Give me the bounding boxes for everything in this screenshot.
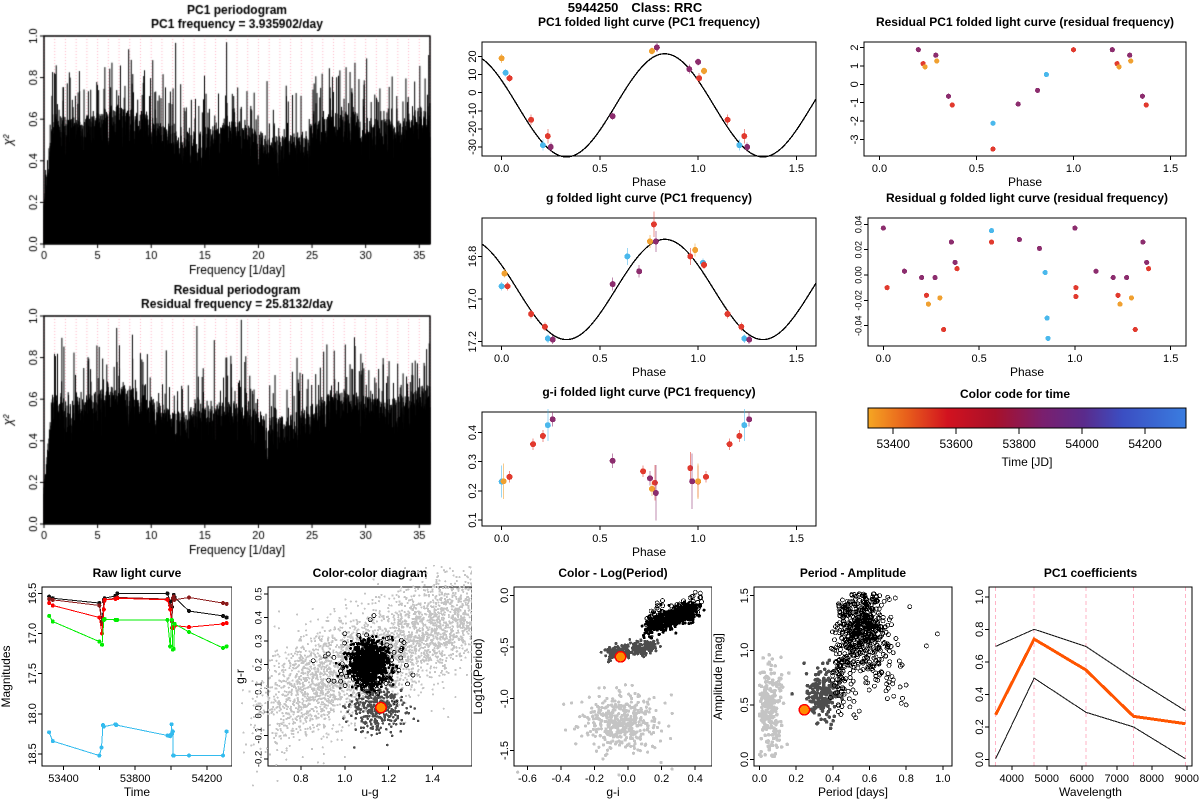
svg-text:1.0: 1.0 xyxy=(1067,353,1082,365)
svg-text:Magnitudes: Magnitudes xyxy=(0,645,13,707)
svg-text:0.3: 0.3 xyxy=(467,454,479,469)
svg-text:1.0: 1.0 xyxy=(690,353,705,365)
svg-text:17.2: 17.2 xyxy=(467,331,479,352)
svg-text:53400: 53400 xyxy=(877,437,911,451)
svg-text:0.02: 0.02 xyxy=(853,241,863,259)
svg-text:u-g: u-g xyxy=(361,785,378,799)
svg-text:-0.02: -0.02 xyxy=(853,290,863,311)
svg-text:1.4: 1.4 xyxy=(425,773,440,785)
svg-text:53400: 53400 xyxy=(48,773,79,785)
svg-text:0.0: 0.0 xyxy=(876,353,891,365)
svg-text:-0.2: -0.2 xyxy=(254,751,265,767)
svg-text:Raw light curve: Raw light curve xyxy=(93,566,182,580)
svg-text:Residual g folded light curve: Residual g folded light curve (residual … xyxy=(886,191,1168,205)
svg-text:1: 1 xyxy=(849,63,861,69)
svg-text:Phase: Phase xyxy=(632,175,666,189)
svg-text:0.0: 0.0 xyxy=(494,163,509,175)
svg-text:16.5: 16.5 xyxy=(27,583,39,604)
svg-text:0.04: 0.04 xyxy=(853,216,863,234)
svg-text:0.1: 0.1 xyxy=(467,513,479,528)
svg-text:0.5: 0.5 xyxy=(592,163,607,175)
svg-text:0.3: 0.3 xyxy=(254,635,265,648)
svg-text:1.5: 1.5 xyxy=(789,353,804,365)
svg-text:g folded light curve (PC1 freq: g folded light curve (PC1 frequency) xyxy=(546,191,752,205)
svg-text:Phase: Phase xyxy=(1010,365,1044,379)
svg-text:0.8: 0.8 xyxy=(293,773,308,785)
svg-text:53800: 53800 xyxy=(1002,437,1036,451)
svg-text:0.5: 0.5 xyxy=(969,163,984,175)
svg-text:54200: 54200 xyxy=(1128,437,1162,451)
svg-text:-1: -1 xyxy=(849,98,861,108)
svg-text:Color-color diagram: Color-color diagram xyxy=(313,566,428,580)
svg-text:1.5: 1.5 xyxy=(1163,163,1178,175)
svg-text:0: 0 xyxy=(467,90,479,96)
svg-text:1.5: 1.5 xyxy=(789,163,804,175)
svg-text:g-r: g-r xyxy=(233,669,247,684)
svg-text:20: 20 xyxy=(467,50,479,62)
svg-text:0: 0 xyxy=(849,81,861,87)
svg-text:Time: Time xyxy=(124,785,151,799)
svg-text:1.0: 1.0 xyxy=(690,533,705,545)
svg-text:0.0: 0.0 xyxy=(494,533,509,545)
svg-text:16.8: 16.8 xyxy=(467,246,479,267)
svg-text:18.0: 18.0 xyxy=(27,703,39,724)
svg-text:-0.04: -0.04 xyxy=(853,315,863,336)
svg-text:0.0: 0.0 xyxy=(494,353,509,365)
svg-text:17.0: 17.0 xyxy=(467,288,479,309)
svg-text:0.5: 0.5 xyxy=(971,353,986,365)
svg-text:-10: -10 xyxy=(467,103,479,119)
svg-text:-20: -20 xyxy=(467,121,479,137)
svg-text:1.2: 1.2 xyxy=(381,773,396,785)
svg-text:1.5: 1.5 xyxy=(789,533,804,545)
svg-text:Time [JD]: Time [JD] xyxy=(1002,455,1053,469)
svg-text:10: 10 xyxy=(467,68,479,80)
svg-text:PC1 folded light curve (PC1 fr: PC1 folded light curve (PC1 frequency) xyxy=(538,15,760,29)
svg-text:1.0: 1.0 xyxy=(1066,163,1081,175)
svg-text:0.0: 0.0 xyxy=(872,163,887,175)
svg-text:1.0: 1.0 xyxy=(337,773,352,785)
svg-text:53600: 53600 xyxy=(939,437,973,451)
svg-text:0.2: 0.2 xyxy=(254,658,265,671)
svg-text:0.4: 0.4 xyxy=(254,611,265,624)
svg-text:g-i folded light curve (PC1 fr: g-i folded light curve (PC1 frequency) xyxy=(542,385,755,399)
svg-text:-3: -3 xyxy=(849,135,861,145)
svg-text:Residual PC1 folded light curv: Residual PC1 folded light curve (residua… xyxy=(876,15,1174,29)
svg-text:53800: 53800 xyxy=(120,773,151,785)
svg-text:Phase: Phase xyxy=(1008,175,1042,189)
svg-text:18.5: 18.5 xyxy=(27,743,39,764)
svg-text:54200: 54200 xyxy=(192,773,223,785)
svg-text:0.5: 0.5 xyxy=(254,587,265,600)
svg-text:0.5: 0.5 xyxy=(592,533,607,545)
svg-text:Phase: Phase xyxy=(632,365,666,379)
svg-text:17.0: 17.0 xyxy=(27,623,39,644)
svg-text:0.4: 0.4 xyxy=(467,425,479,440)
svg-text:-30: -30 xyxy=(467,139,479,155)
svg-text:54000: 54000 xyxy=(1065,437,1099,451)
svg-text:2: 2 xyxy=(849,44,861,50)
svg-text:Phase: Phase xyxy=(632,545,666,559)
svg-text:1.0: 1.0 xyxy=(690,163,705,175)
svg-text:1.5: 1.5 xyxy=(1163,353,1178,365)
svg-text:17.5: 17.5 xyxy=(27,663,39,684)
svg-text:0.5: 0.5 xyxy=(592,353,607,365)
svg-text:Color code for time: Color code for time xyxy=(960,387,1070,401)
svg-text:-2: -2 xyxy=(849,116,861,126)
svg-text:0.2: 0.2 xyxy=(467,483,479,498)
svg-text:0.00: 0.00 xyxy=(853,266,863,284)
